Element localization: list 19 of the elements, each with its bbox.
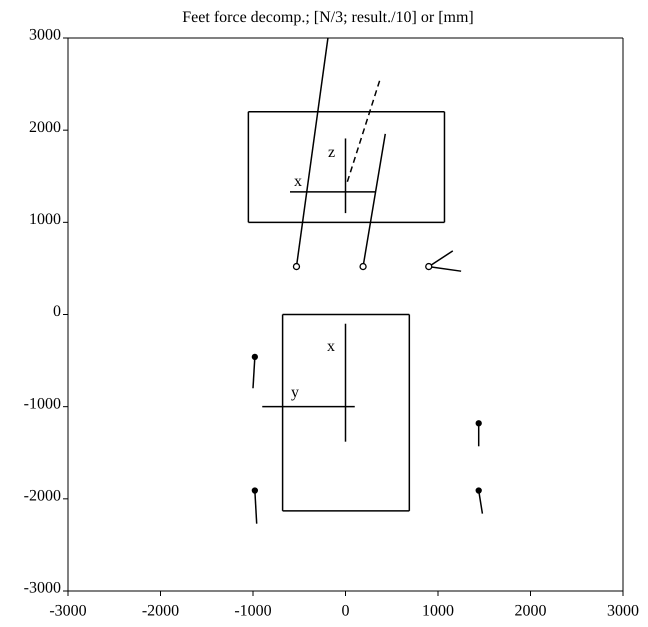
chart-title: Feet force decomp.; [N/3; result./10] or [mm]	[181, 8, 475, 28]
y-tick-label: 1000	[29, 211, 61, 228]
annotation: x	[327, 338, 335, 356]
y-tick-label: 3000	[29, 26, 61, 44]
annotation: y	[291, 384, 299, 402]
annotation: x	[294, 173, 302, 191]
x-tick-label: -1000	[234, 602, 272, 620]
x-tick-label: 2000	[514, 602, 546, 620]
x-tick-label: -2000	[142, 602, 180, 620]
annotation: z	[328, 144, 336, 162]
x-tick-label: 1000	[422, 602, 454, 620]
y-tick-label: -3000	[24, 580, 61, 597]
y-tick-label: -1000	[24, 395, 61, 412]
y-tick-label: -2000	[24, 488, 61, 505]
x-tick-label: 3000	[607, 602, 639, 620]
x-tick-label: 0	[342, 602, 350, 620]
y-tick-label: 2000	[29, 118, 61, 136]
y-tick-label: 0	[53, 303, 61, 320]
x-tick-label: -3000	[49, 602, 87, 620]
